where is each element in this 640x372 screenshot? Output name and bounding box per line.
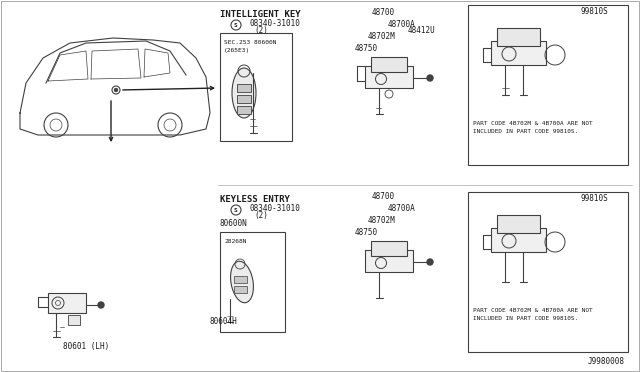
Bar <box>497 215 540 233</box>
Bar <box>497 28 540 46</box>
Bar <box>491 228 546 252</box>
Bar <box>220 232 285 332</box>
Bar <box>237 84 251 92</box>
Bar <box>371 57 407 72</box>
Circle shape <box>427 259 433 265</box>
Bar <box>365 250 413 272</box>
Text: 99810S: 99810S <box>580 193 608 202</box>
Circle shape <box>427 75 433 81</box>
Text: S: S <box>234 22 238 28</box>
Text: 48750: 48750 <box>355 228 378 237</box>
Text: 80600N: 80600N <box>220 218 248 228</box>
Text: (265E3): (265E3) <box>224 48 250 52</box>
Text: 48702M: 48702M <box>368 215 396 224</box>
Text: (2): (2) <box>254 211 268 219</box>
Bar <box>237 106 251 114</box>
Text: 80604H: 80604H <box>210 317 237 327</box>
Text: KEYLESS ENTRY: KEYLESS ENTRY <box>220 195 290 203</box>
Text: 48702M: 48702M <box>368 32 396 41</box>
Circle shape <box>114 88 118 92</box>
Text: PART CODE 4B702M & 4B700A ARE NOT: PART CODE 4B702M & 4B700A ARE NOT <box>473 121 593 125</box>
Bar <box>220 33 292 141</box>
Circle shape <box>98 302 104 308</box>
Text: (2): (2) <box>254 26 268 35</box>
Text: J9980008: J9980008 <box>588 357 625 366</box>
Ellipse shape <box>230 261 253 303</box>
Text: 08340-31010: 08340-31010 <box>250 19 301 28</box>
Bar <box>468 192 628 352</box>
Text: SEC.253 80600N: SEC.253 80600N <box>224 39 276 45</box>
Ellipse shape <box>232 68 256 118</box>
Text: INCLUDED IN PART CODE 99810S.: INCLUDED IN PART CODE 99810S. <box>473 128 578 134</box>
Bar <box>371 241 407 256</box>
Bar <box>68 315 80 325</box>
Bar <box>48 293 86 313</box>
Bar <box>237 95 251 103</box>
Text: INTELLIGENT KEY: INTELLIGENT KEY <box>220 10 301 19</box>
Bar <box>234 286 247 293</box>
Text: INCLUDED IN PART CODE 99810S.: INCLUDED IN PART CODE 99810S. <box>473 315 578 321</box>
Text: 48700: 48700 <box>372 7 395 16</box>
Bar <box>491 41 546 65</box>
Text: 08340-31010: 08340-31010 <box>250 203 301 212</box>
Text: 99810S: 99810S <box>580 6 608 16</box>
Text: PART CODE 4B702M & 4B700A ARE NOT: PART CODE 4B702M & 4B700A ARE NOT <box>473 308 593 312</box>
Bar <box>468 5 628 165</box>
Text: S: S <box>234 208 238 212</box>
Bar <box>365 66 413 88</box>
Text: 28268N: 28268N <box>224 238 246 244</box>
Text: 48750: 48750 <box>355 44 378 52</box>
Text: 80601 (LH): 80601 (LH) <box>63 343 109 352</box>
Text: 48700A: 48700A <box>388 19 416 29</box>
Text: 48700A: 48700A <box>388 203 416 212</box>
Text: 48700: 48700 <box>372 192 395 201</box>
Bar <box>234 276 247 283</box>
Text: 48412U: 48412U <box>408 26 436 35</box>
